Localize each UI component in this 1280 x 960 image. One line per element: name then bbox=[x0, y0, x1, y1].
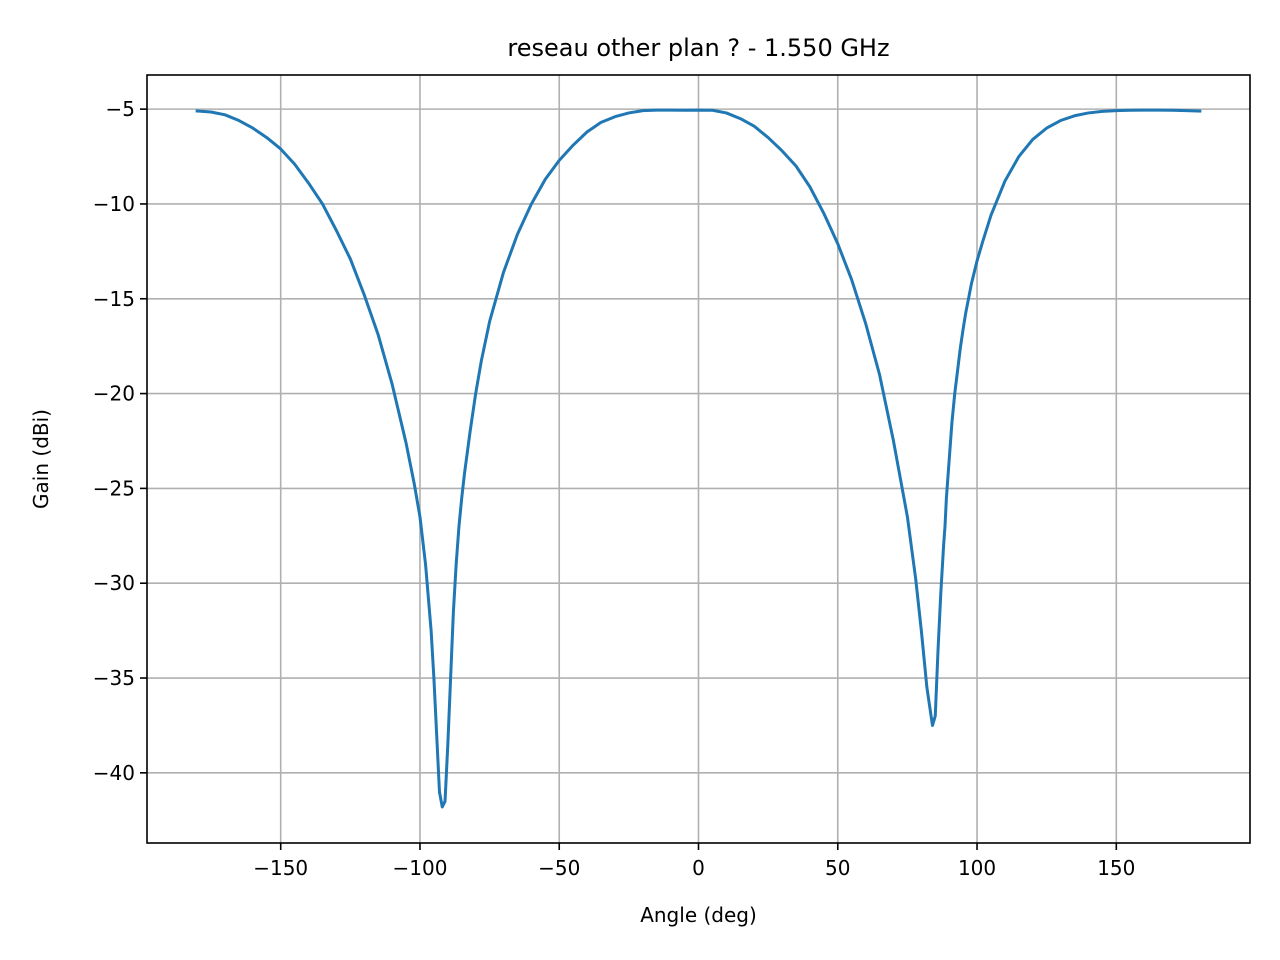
gain-line-0 bbox=[195, 108, 1202, 809]
y-tick-label: −40 bbox=[93, 761, 135, 785]
y-axis-label: Gain (dBi) bbox=[29, 409, 53, 509]
y-tick-label: −20 bbox=[93, 382, 135, 406]
x-tick-label: −100 bbox=[392, 856, 447, 880]
x-tick-label: 100 bbox=[958, 856, 996, 880]
y-tick-label: −25 bbox=[93, 476, 135, 500]
y-tick-label: −10 bbox=[93, 192, 135, 216]
y-tick-label: −15 bbox=[93, 287, 135, 311]
y-tick-label: −5 bbox=[106, 97, 135, 121]
y-tick-label: −35 bbox=[93, 666, 135, 690]
x-tick-label: 50 bbox=[825, 856, 850, 880]
chart-title: reseau other plan ? - 1.550 GHz bbox=[507, 34, 889, 62]
y-tick-label: −30 bbox=[93, 571, 135, 595]
x-axis-ticks: −150 −100 −50 0 50 100 150 bbox=[253, 843, 1135, 880]
x-tick-label: 150 bbox=[1097, 856, 1135, 880]
x-tick-label: −50 bbox=[538, 856, 580, 880]
x-tick-label: −150 bbox=[253, 856, 308, 880]
x-tick-label: 0 bbox=[692, 856, 705, 880]
x-axis-label: Angle (deg) bbox=[640, 903, 757, 927]
series-layer bbox=[195, 108, 1202, 809]
y-axis-ticks: −5 −10 −15 −20 −25 −30 −35 −40 bbox=[93, 97, 147, 785]
